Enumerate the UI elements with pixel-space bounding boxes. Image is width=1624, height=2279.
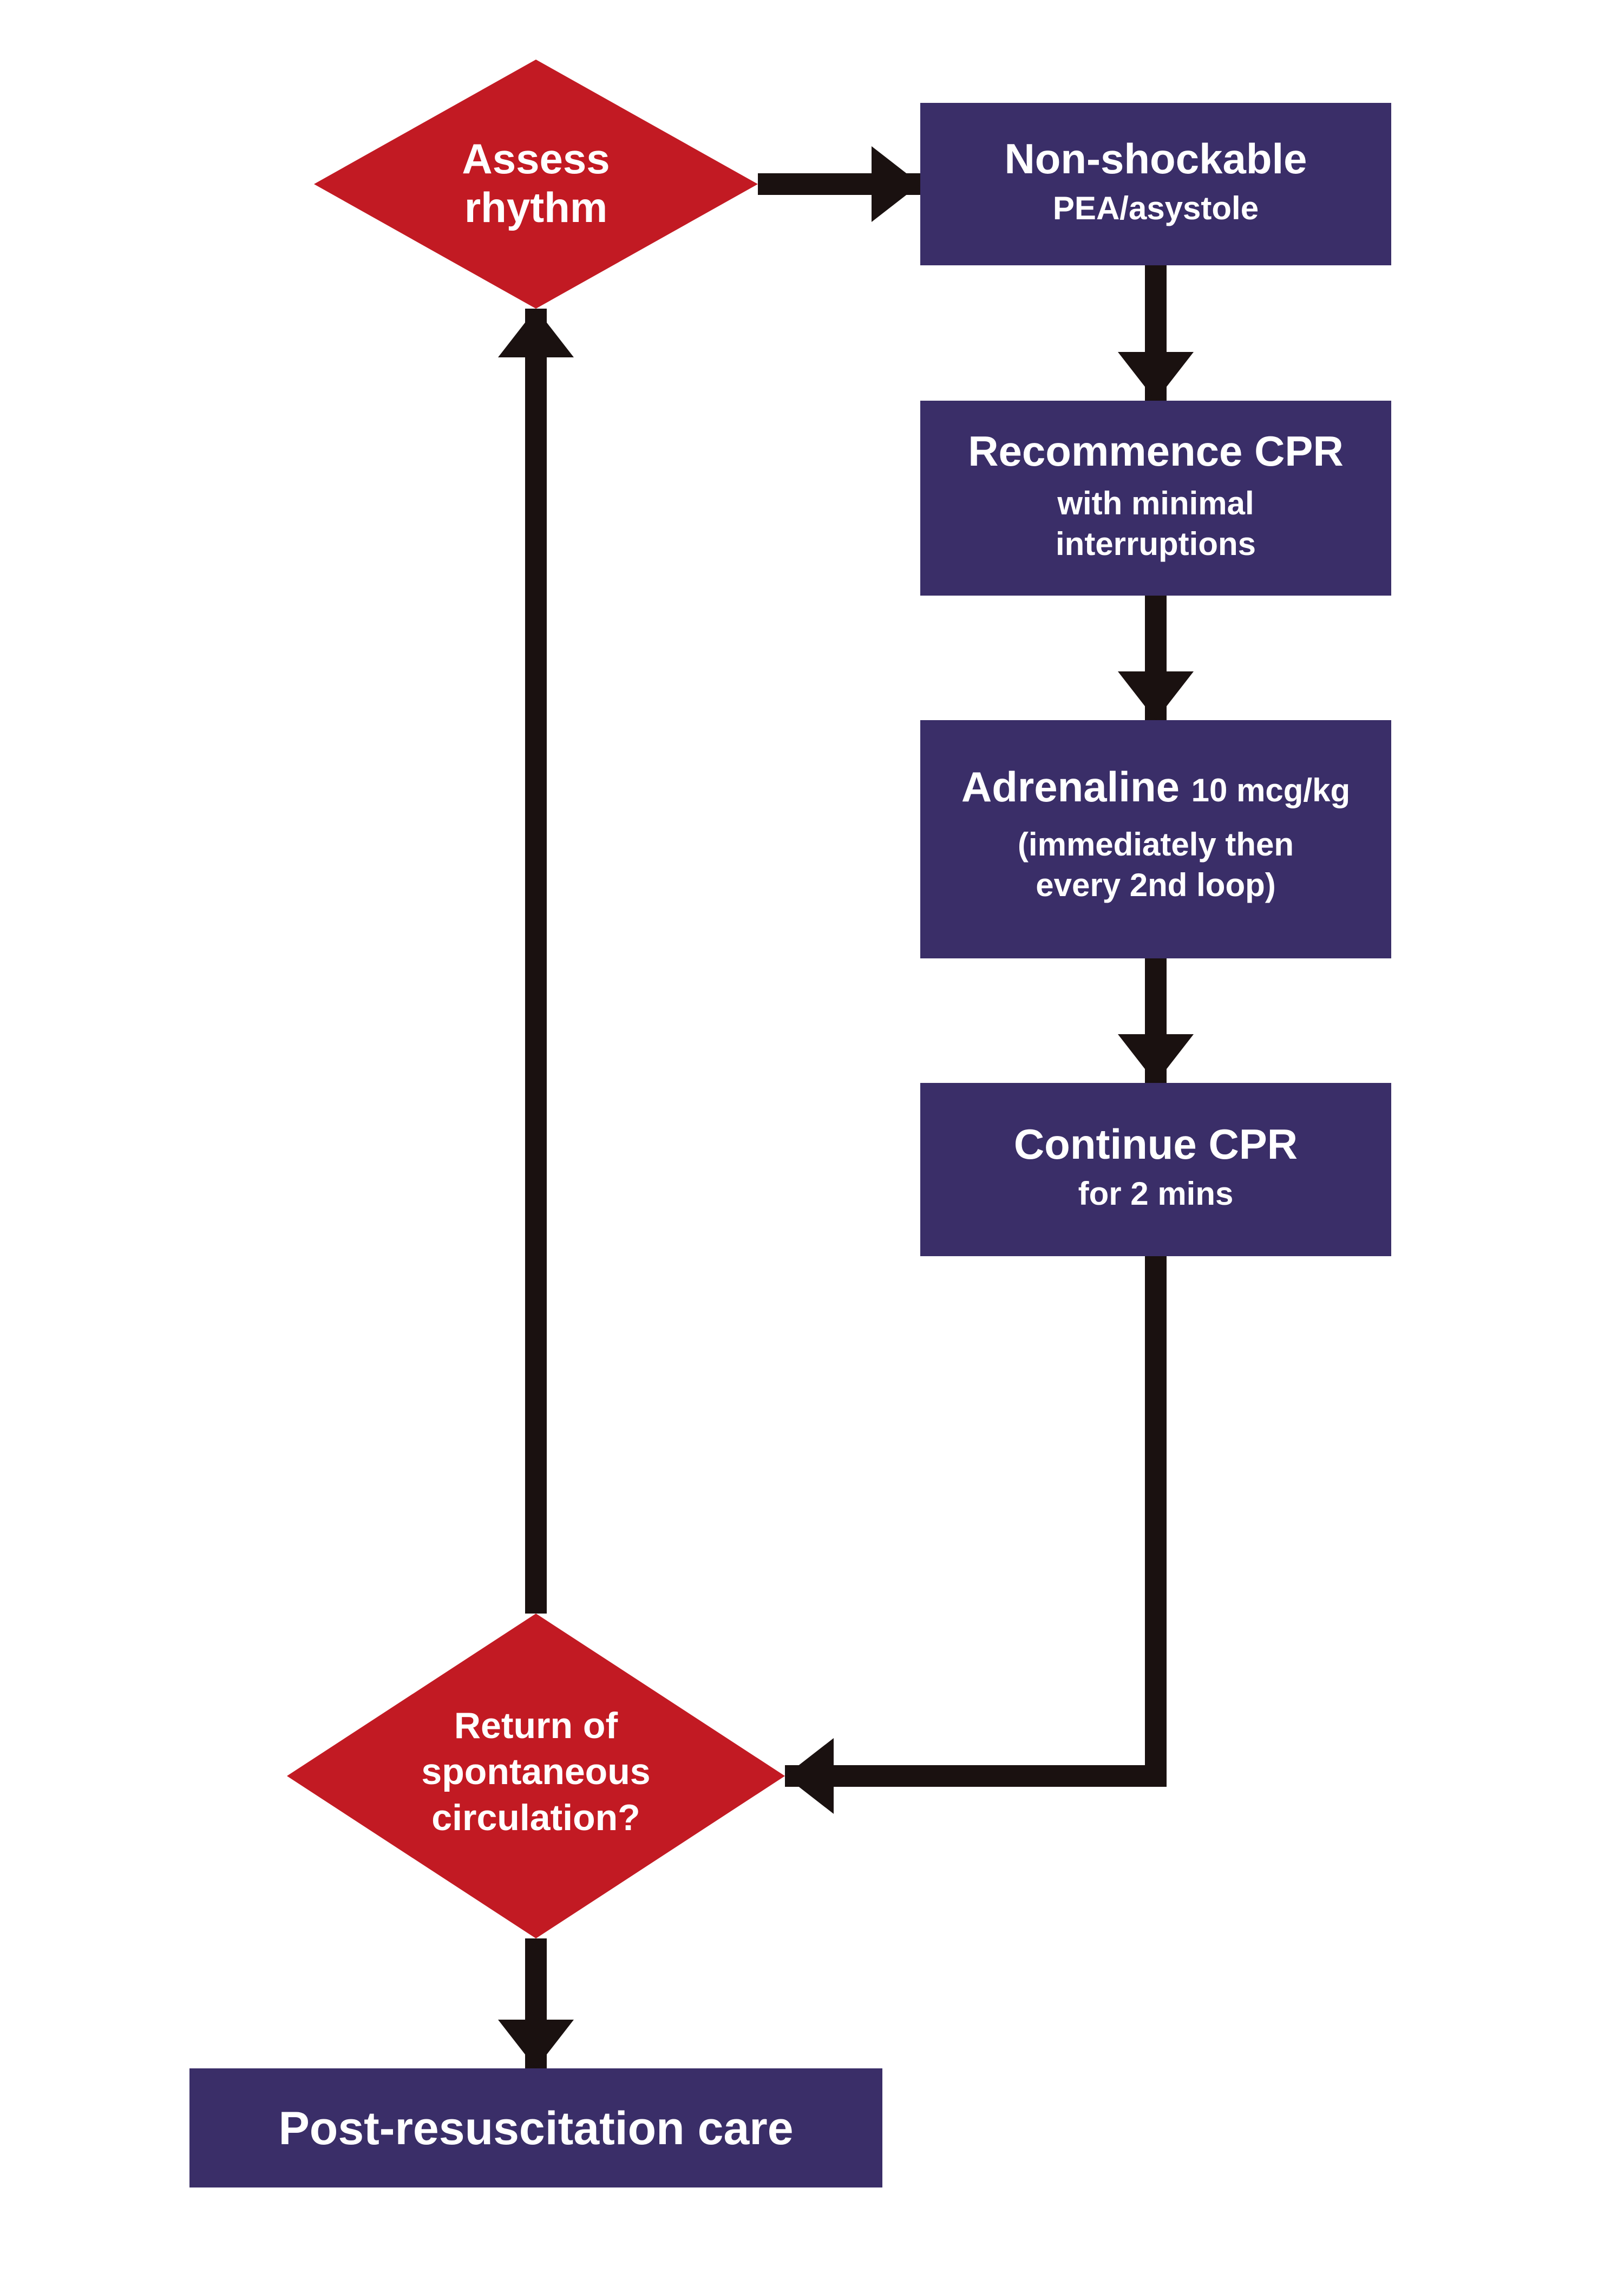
node-label: PEA/asystole [1053,190,1259,226]
arrowhead [785,1738,834,1814]
arrowhead [1118,352,1194,401]
node-label: Continue CPR [1014,1120,1298,1168]
node-label: Recommence CPR [968,427,1344,475]
node-label: interruptions [1056,526,1256,562]
node-label: (immediately then [1018,826,1294,863]
node-continue [920,1083,1391,1256]
node-label: Post-resuscitation care [278,2102,793,2154]
node-nonshock [920,103,1391,265]
node-label: Return of [454,1705,618,1746]
flowchart: Assessrhythm Non-shockable PEA/asystole Rec… [0,0,1624,2279]
node-label: spontaneous [421,1751,650,1792]
arrowhead [1118,1034,1194,1083]
edge [785,1256,1156,1776]
arrowhead [498,309,574,357]
node-label: every 2nd loop) [1036,867,1275,903]
node-label: with minimal [1057,485,1254,521]
node-label: circulation? [431,1797,640,1838]
node-label: for 2 mins [1078,1176,1234,1212]
arrowhead [1118,671,1194,720]
node-label: Non-shockable [1004,135,1307,182]
arrowhead [498,2020,574,2068]
node-label: Assess [462,135,610,182]
arrowhead [872,146,920,222]
node-label: rhythm [464,184,607,231]
